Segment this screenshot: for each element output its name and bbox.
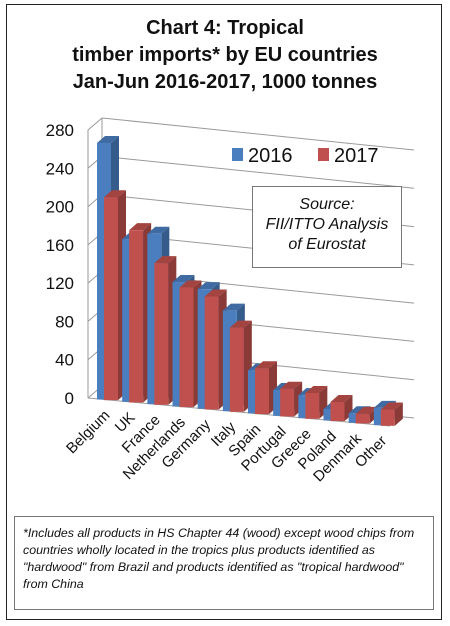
source-line-1: Source: (299, 196, 355, 213)
legend-label: 2017 (334, 145, 379, 167)
title-line-3: Jan-Jun 2016-2017, 1000 tonnes (72, 71, 378, 93)
y-tick-label: 240 (46, 159, 74, 178)
source-line-3: of Eurostat (288, 236, 366, 253)
floor-edge (87, 397, 391, 427)
footnote-box: *Includes all products in HS Chapter 44 … (14, 516, 434, 610)
bar-2017 (280, 381, 303, 417)
y-tick-label: 280 (46, 121, 74, 140)
gridline (101, 155, 415, 189)
category-label: Belgium (63, 407, 113, 457)
chart-title: Chart 4: Tropical timber imports* by EU … (7, 15, 443, 96)
y-tick-label: 160 (46, 236, 74, 255)
bar-2017 (330, 394, 353, 422)
source-box: Source: FII/ITTO Analysis of Eurostat (252, 186, 402, 268)
gridline (101, 117, 415, 151)
y-tick-label: 40 (55, 351, 74, 370)
legend-swatch (232, 148, 243, 161)
bar-2017 (380, 402, 403, 426)
y-tick-label: 80 (55, 312, 74, 331)
source-line-2: FII/ITTO Analysis (265, 216, 389, 233)
gridline-depth (87, 117, 103, 131)
title-line-1: Chart 4: Tropical (146, 17, 304, 39)
y-tick-label: 0 (65, 389, 74, 408)
legend-label: 2016 (248, 145, 293, 167)
legend-swatch (318, 148, 329, 161)
bar-2017 (305, 385, 328, 419)
y-tick-label: 200 (46, 198, 74, 217)
y-tick-label: 120 (46, 274, 74, 293)
bar-2017 (229, 320, 252, 412)
title-line-2: timber imports* by EU countries (72, 44, 378, 66)
footnote-text: *Includes all products in HS Chapter 44 … (23, 526, 415, 591)
